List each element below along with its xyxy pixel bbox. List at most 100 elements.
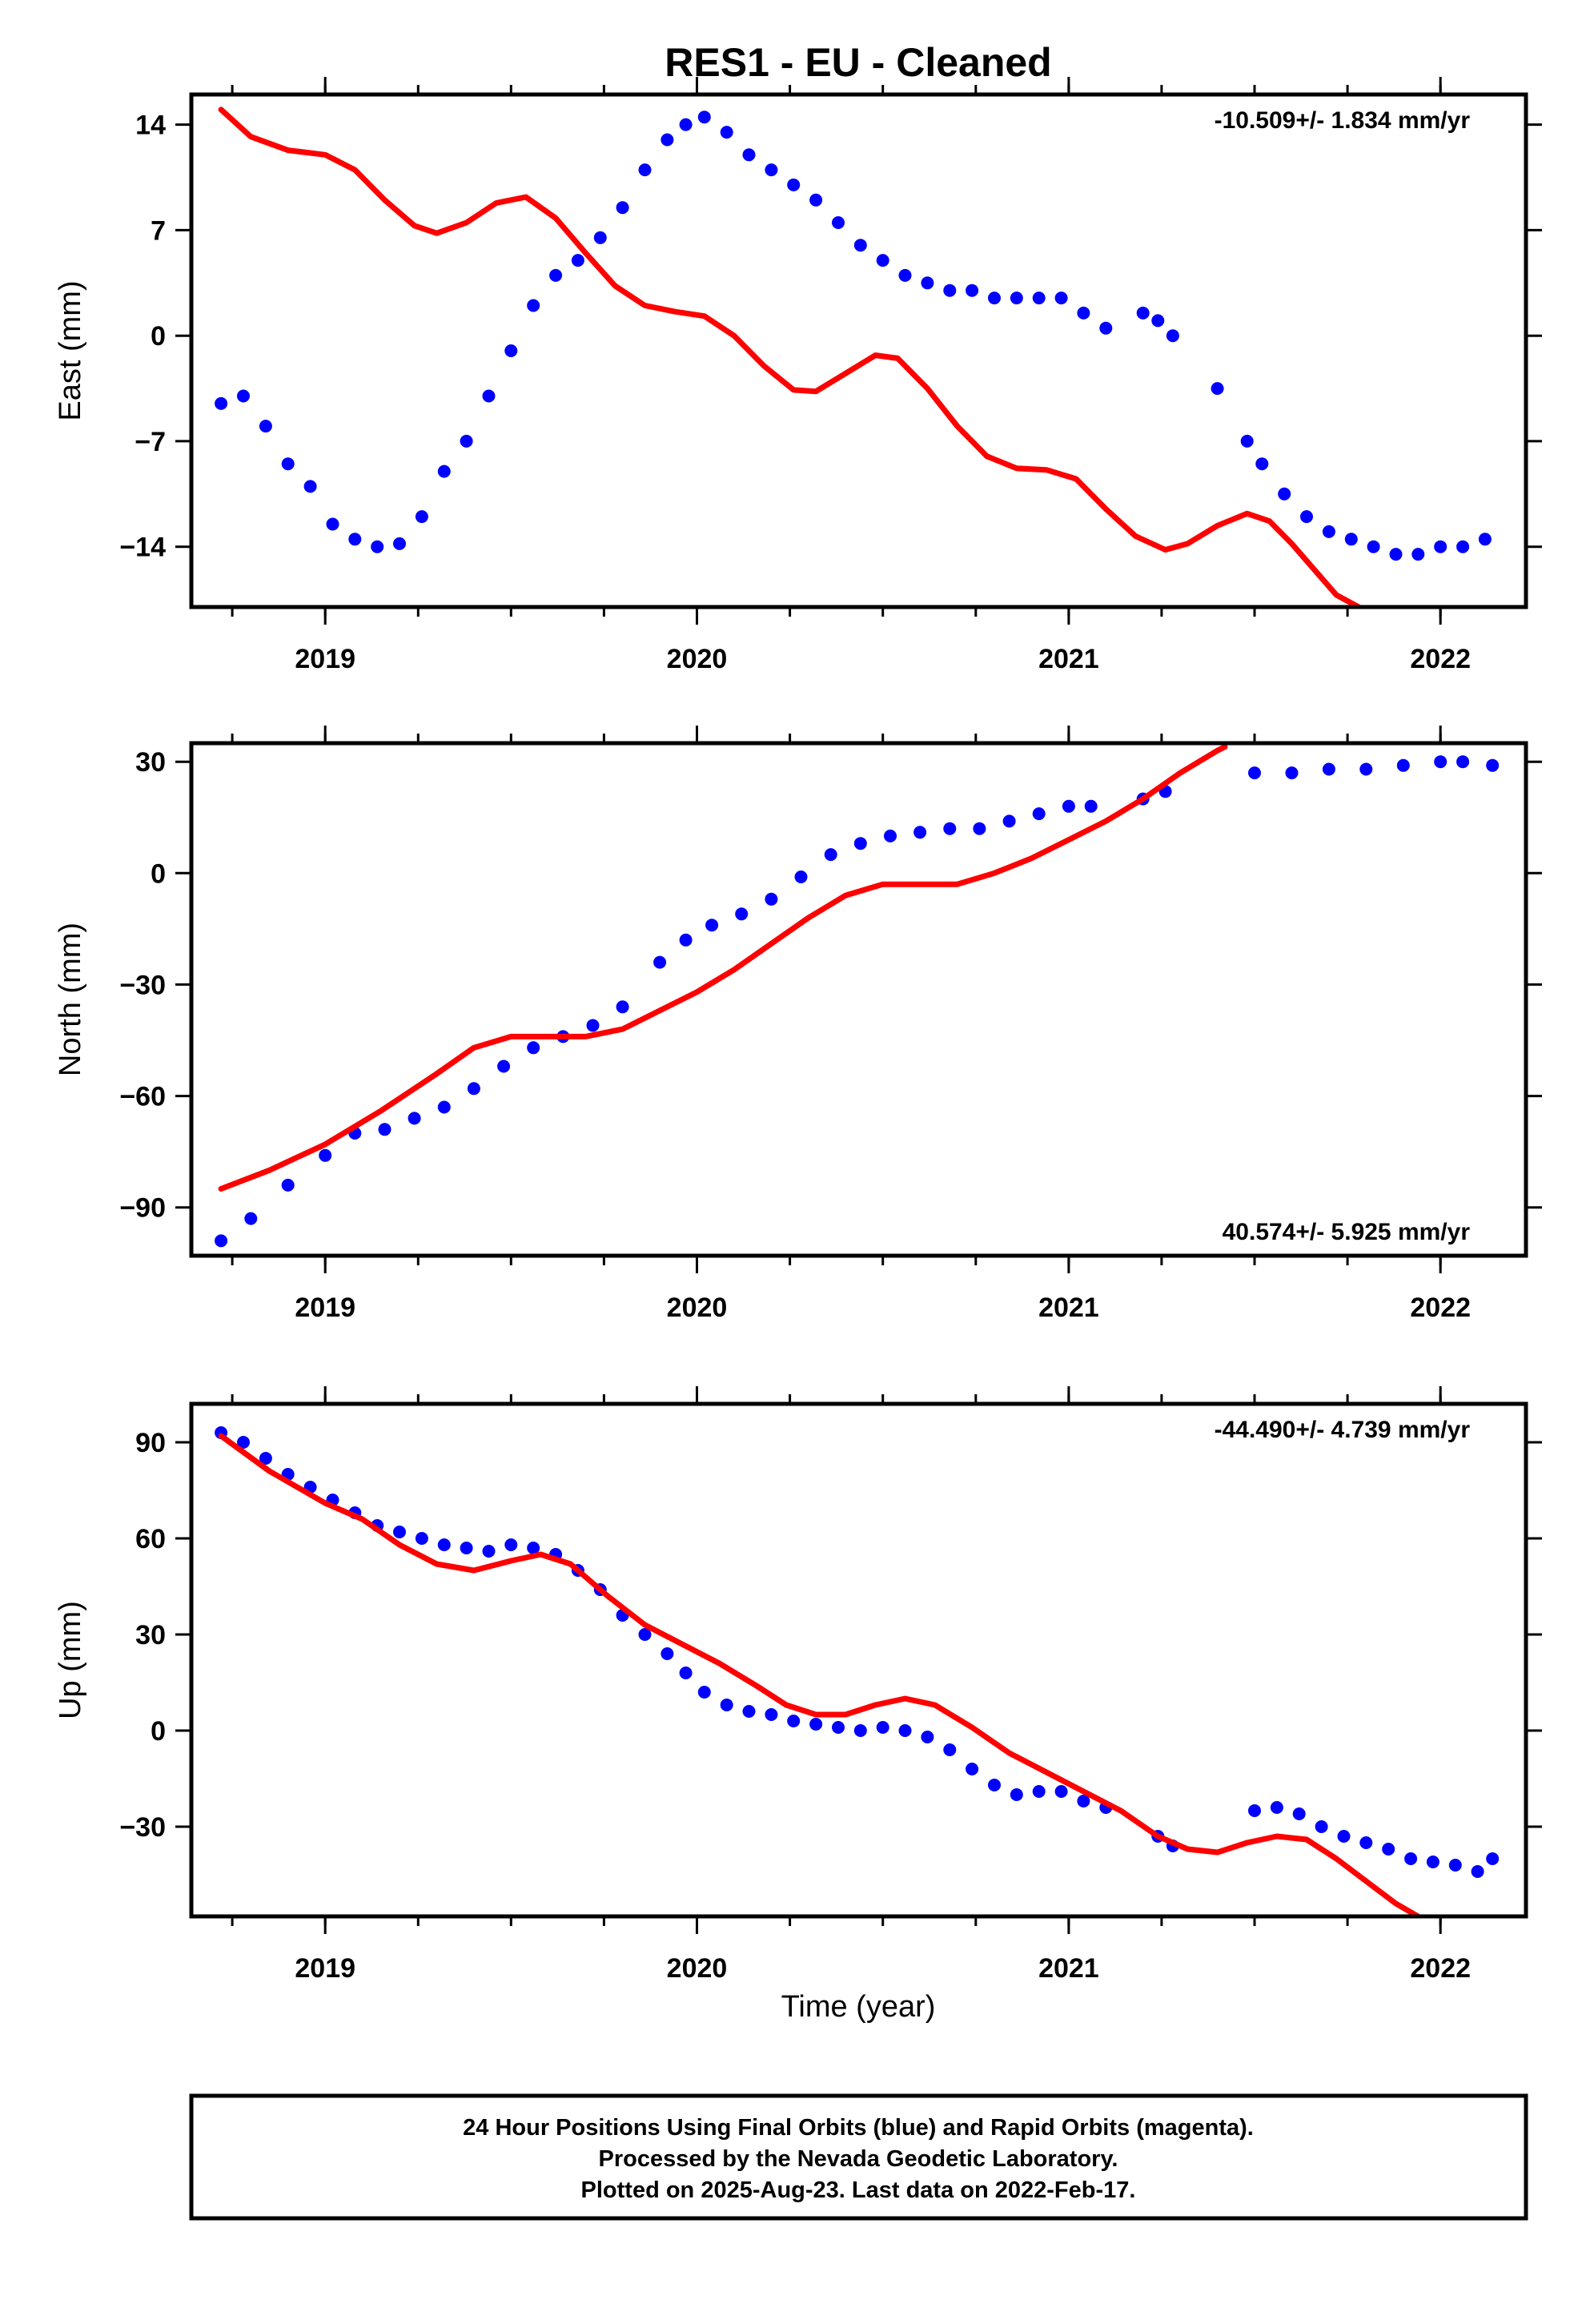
up-observation-point: [1486, 1852, 1500, 1865]
east-observation-point: [215, 396, 228, 410]
caption-line-1: 24 Hour Positions Using Final Orbits (bl…: [463, 2115, 1254, 2141]
east-observation-point: [415, 510, 428, 524]
x-tick-label: 2019: [295, 1953, 355, 1984]
caption-line-3: Plotted on 2025-Aug-23. Last data on 202…: [581, 2177, 1136, 2203]
north-observation-point: [1285, 766, 1299, 780]
up-observation-point: [259, 1452, 272, 1465]
east-observation-point: [1099, 321, 1113, 335]
north-observations: [215, 755, 1500, 1248]
east-frame: [189, 92, 1528, 609]
x-tick-label: 2019: [295, 644, 355, 674]
panel-north: 2019 2020 2021 2022 −90 −60 −30 0 30 North (mm) 40…: [54, 726, 1542, 1323]
east-observation-point: [393, 537, 406, 550]
north-observation-point: [1456, 755, 1470, 769]
east-observation-point: [504, 344, 518, 357]
north-observation-point: [853, 837, 867, 850]
east-observation-point: [1434, 540, 1447, 553]
y-tick-label: 30: [135, 1620, 166, 1651]
up-observation-point: [966, 1763, 979, 1775]
chart-title: RES1 - EU - Cleaned: [665, 40, 1051, 85]
north-observation-point: [653, 955, 667, 969]
x-tick-label: 2020: [667, 1293, 728, 1323]
caption-box: 24 Hour Positions Using Final Orbits (bl…: [189, 2093, 1528, 2221]
up-observation-point: [742, 1705, 756, 1718]
up-observation-point: [1426, 1856, 1439, 1868]
up-observation-point: [988, 1779, 1001, 1791]
east-observation-point: [616, 201, 629, 215]
up-observation-point: [943, 1743, 957, 1756]
east-observation-point: [898, 268, 912, 282]
north-observation-point: [679, 933, 693, 947]
east-model-line: [218, 107, 1362, 607]
y-tick-label: 0: [151, 858, 166, 889]
north-observation-point: [527, 1041, 540, 1055]
east-rate-label: -10.509+/- 1.834 mm/yr: [1215, 107, 1471, 134]
east-observation-point: [876, 254, 889, 267]
east-observation-point: [1054, 292, 1068, 305]
east-observation-point: [1136, 306, 1150, 320]
east-observation-point: [988, 292, 1001, 305]
y-tick-label: 0: [151, 321, 166, 352]
up-y-axis-label: Up (mm): [54, 1601, 87, 1719]
x-tick-label: 2019: [295, 1293, 355, 1323]
east-observation-point: [661, 133, 674, 147]
east-observation-point: [527, 299, 540, 312]
x-tick-label: 2022: [1410, 644, 1471, 674]
up-observation-point: [1471, 1865, 1484, 1878]
north-observation-point: [913, 826, 927, 839]
east-observation-point: [966, 283, 979, 297]
up-observation-point: [787, 1715, 801, 1727]
x-tick-label: 2021: [1038, 1953, 1099, 1984]
north-observation-point: [1396, 758, 1410, 772]
up-observation-point: [809, 1718, 823, 1731]
up-observation-point: [1337, 1830, 1351, 1843]
up-observation-point: [1359, 1836, 1373, 1849]
east-observation-point: [1151, 314, 1165, 328]
x-tick-label: 2021: [1038, 1293, 1099, 1323]
y-tick-label: −30: [119, 1812, 166, 1843]
north-observation-point: [1084, 799, 1098, 813]
north-observation-point: [378, 1123, 391, 1136]
north-observation-point: [497, 1059, 511, 1073]
east-observation-point: [765, 163, 778, 177]
up-observation-point: [1270, 1801, 1283, 1814]
east-observation-point: [1032, 292, 1046, 305]
north-observation-point: [586, 1019, 600, 1032]
x-axis-label: Time (year): [781, 1990, 936, 2024]
north-frame: [189, 741, 1528, 1258]
north-observation-point: [943, 822, 957, 835]
y-tick-label: 0: [151, 1716, 166, 1747]
north-observation-point: [794, 870, 808, 883]
north-observation-point: [281, 1178, 295, 1192]
caption-line-2: Processed by the Nevada Geodetic Laborat…: [599, 2146, 1118, 2172]
east-observation-point: [809, 193, 823, 207]
x-tick-label: 2021: [1038, 644, 1099, 674]
y-tick-label: −14: [119, 533, 166, 563]
x-tick-label: 2020: [667, 644, 728, 674]
up-observation-point: [415, 1532, 428, 1545]
north-observation-point: [824, 848, 837, 862]
east-observation-point: [1010, 292, 1023, 305]
east-observation-point: [326, 517, 339, 531]
east-observation-point: [259, 420, 272, 433]
up-observation-point: [527, 1542, 540, 1554]
north-observation-point: [319, 1148, 332, 1162]
x-tick-label: 2022: [1410, 1953, 1471, 1984]
north-observation-point: [616, 1000, 629, 1014]
north-model-line: [218, 744, 1228, 1192]
north-observation-point: [244, 1212, 258, 1225]
up-observation-point: [1054, 1785, 1068, 1798]
up-observation-point: [697, 1686, 711, 1699]
east-observation-point: [1411, 548, 1425, 561]
east-observation-point: [549, 268, 563, 282]
east-observations: [215, 111, 1492, 561]
panel-up: 2019 2020 2021 2022 −30 0 30 60 90 Up (mm) -44.490…: [54, 1386, 1542, 1984]
east-observation-point: [1240, 434, 1254, 448]
east-observation-point: [281, 457, 295, 471]
east-observation-point: [348, 533, 362, 546]
north-observation-point: [973, 822, 986, 835]
north-observation-point: [1062, 799, 1075, 813]
north-observation-point: [1359, 762, 1373, 776]
up-observation-point: [832, 1721, 845, 1734]
up-observations: [215, 1426, 1500, 1878]
